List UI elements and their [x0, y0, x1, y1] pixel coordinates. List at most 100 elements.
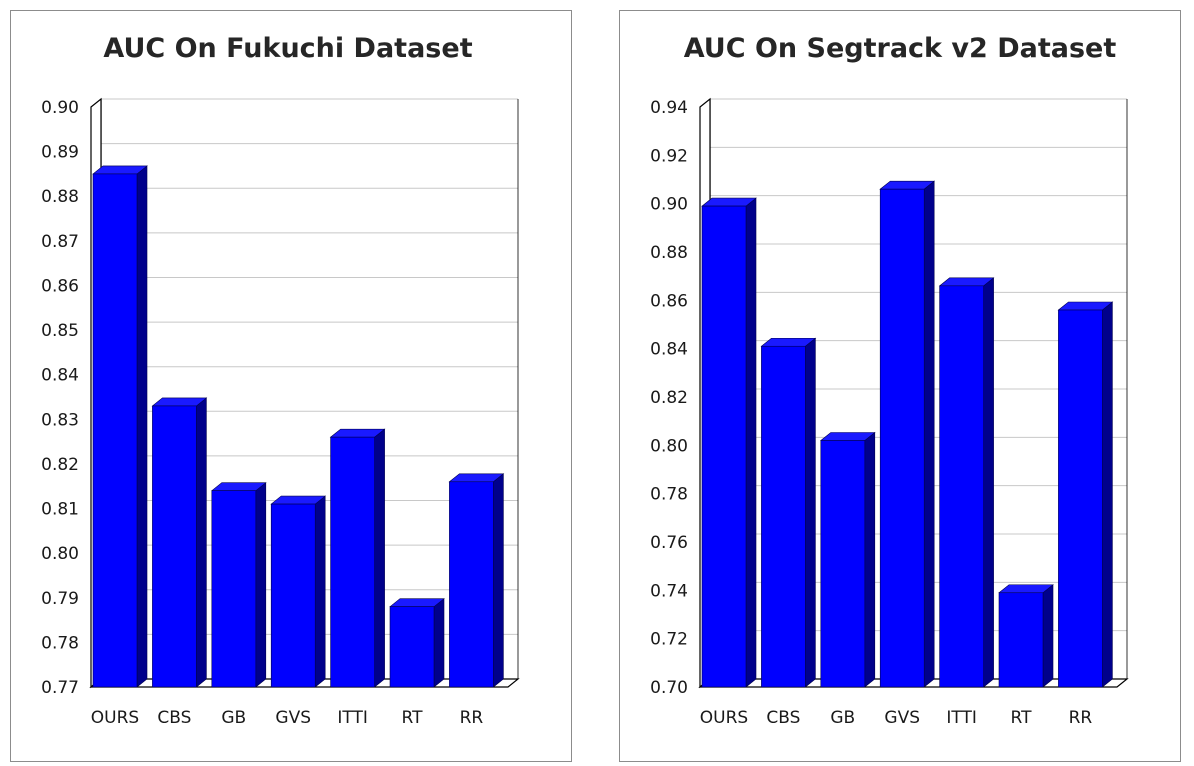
bar-front	[820, 440, 866, 688]
bar-front	[879, 188, 925, 688]
bar-top	[329, 428, 386, 438]
bar-gb	[210, 482, 267, 688]
chart-title: AUC On Segtrack v2 Dataset	[684, 33, 1117, 64]
bar-rr	[1057, 301, 1114, 688]
y-tick-label: 0.84	[650, 340, 688, 360]
bar-top	[1057, 301, 1114, 311]
y-tick-label: 0.77	[41, 678, 79, 698]
chart-panel-fukuchi: AUC On Fukuchi Dataset 0.77 0.78 0.79 0.80 0…	[10, 10, 572, 762]
chart-title: AUC On Fukuchi Dataset	[103, 33, 472, 64]
bar-front	[939, 285, 984, 688]
y-tick-label: 0.78	[41, 633, 79, 653]
bar-top	[879, 180, 936, 190]
y-tick-label: 0.84	[41, 366, 79, 386]
y-tick-label: 0.85	[41, 321, 79, 341]
x-tick-label: CBS	[766, 708, 800, 728]
y-tick-label: 0.79	[41, 589, 79, 609]
x-tick-label: RR	[460, 708, 484, 728]
bar-top	[998, 584, 1054, 594]
x-tick-label: ITTI	[337, 708, 368, 728]
bar-top	[448, 473, 505, 483]
y-tick-label: 0.80	[41, 544, 79, 564]
bar-front	[998, 592, 1044, 688]
bar-side	[805, 337, 816, 688]
bar-top	[819, 432, 876, 441]
x-tick-label: CBS	[157, 708, 191, 728]
bar-top	[760, 337, 817, 347]
x-tick-label: RT	[1011, 708, 1033, 728]
bar-rt	[998, 584, 1054, 688]
bar-ours	[92, 165, 148, 688]
bar-side	[374, 428, 385, 688]
bar-front	[449, 481, 494, 688]
bar-side	[433, 598, 445, 688]
y-tick-label: 0.86	[650, 291, 688, 311]
y-tick-label: 0.83	[41, 410, 79, 430]
bar-rr	[448, 473, 505, 688]
bar-top	[938, 277, 995, 287]
y-tick-label: 0.72	[650, 630, 688, 650]
y-tick-label: 0.88	[41, 187, 79, 207]
y-tick-label: 0.89	[41, 143, 79, 163]
bar-top	[701, 197, 757, 207]
y-tick-label: 0.87	[41, 232, 79, 252]
bar-gvs	[270, 495, 327, 688]
bar-itti	[938, 277, 995, 688]
bar-side	[983, 277, 994, 688]
y-tick-label: 0.82	[41, 455, 79, 475]
x-tick-label: GB	[830, 708, 855, 728]
y-tick-label: 0.88	[650, 243, 688, 263]
bar-side	[196, 397, 207, 688]
x-tick-label: GB	[221, 708, 246, 728]
x-tick-label: ITTI	[946, 708, 977, 728]
bar-side	[745, 197, 757, 688]
bar-side	[1102, 301, 1113, 688]
bar-front	[270, 503, 316, 688]
chart-panel-segtrack: AUC On Segtrack v2 Dataset 0.70 0.72 0.74 0…	[619, 10, 1181, 762]
x-tick-label: RT	[402, 708, 424, 728]
bar-cbs	[151, 397, 208, 688]
y-tick-label: 0.74	[650, 581, 688, 601]
y-tick-label: 0.92	[650, 146, 688, 166]
bar-side	[1042, 584, 1054, 688]
bar-top	[151, 397, 208, 407]
y-tick-label: 0.70	[650, 678, 688, 698]
bar-cbs	[760, 337, 817, 688]
bar-front	[761, 345, 806, 688]
bar-side	[136, 165, 148, 688]
bar-front	[211, 490, 257, 688]
bar-side	[864, 431, 876, 688]
y-tick-label: 0.94	[650, 98, 688, 118]
y-tick-label: 0.82	[650, 388, 688, 408]
y-tick-label: 0.81	[41, 500, 79, 520]
bar-front	[389, 606, 435, 688]
bar-front	[330, 436, 375, 688]
x-tick-label: GVS	[275, 708, 311, 728]
x-tick-label: RR	[1069, 708, 1093, 728]
bar-side	[923, 180, 935, 688]
bar-side	[493, 473, 504, 688]
y-tick-label: 0.78	[650, 485, 688, 505]
x-tick-label: OURS	[700, 708, 748, 728]
y-tick-label: 0.90	[650, 195, 688, 215]
bar-top	[389, 598, 445, 607]
bar-gvs	[879, 180, 936, 688]
bar-itti	[329, 428, 386, 688]
bar-front	[152, 405, 197, 688]
bar-top	[210, 482, 267, 491]
y-tick-label: 0.90	[41, 98, 79, 118]
bar-top	[270, 495, 327, 505]
x-tick-label: OURS	[91, 708, 139, 728]
y-tick-label: 0.76	[650, 533, 688, 553]
bar-gb	[819, 431, 876, 688]
y-tick-label: 0.80	[650, 436, 688, 456]
bar-ours	[701, 197, 757, 688]
bar-rt	[389, 598, 445, 688]
x-tick-label: GVS	[884, 708, 920, 728]
bar-side	[255, 482, 267, 688]
chart-segtrack: AUC On Segtrack v2 Dataset 0.70 0.72 0.74 0…	[650, 33, 1129, 728]
bar-top	[92, 165, 148, 175]
bar-side	[314, 495, 326, 688]
bar-front	[701, 205, 747, 688]
chart-fukuchi: AUC On Fukuchi Dataset 0.77 0.78 0.79 0.80 0…	[41, 33, 520, 728]
